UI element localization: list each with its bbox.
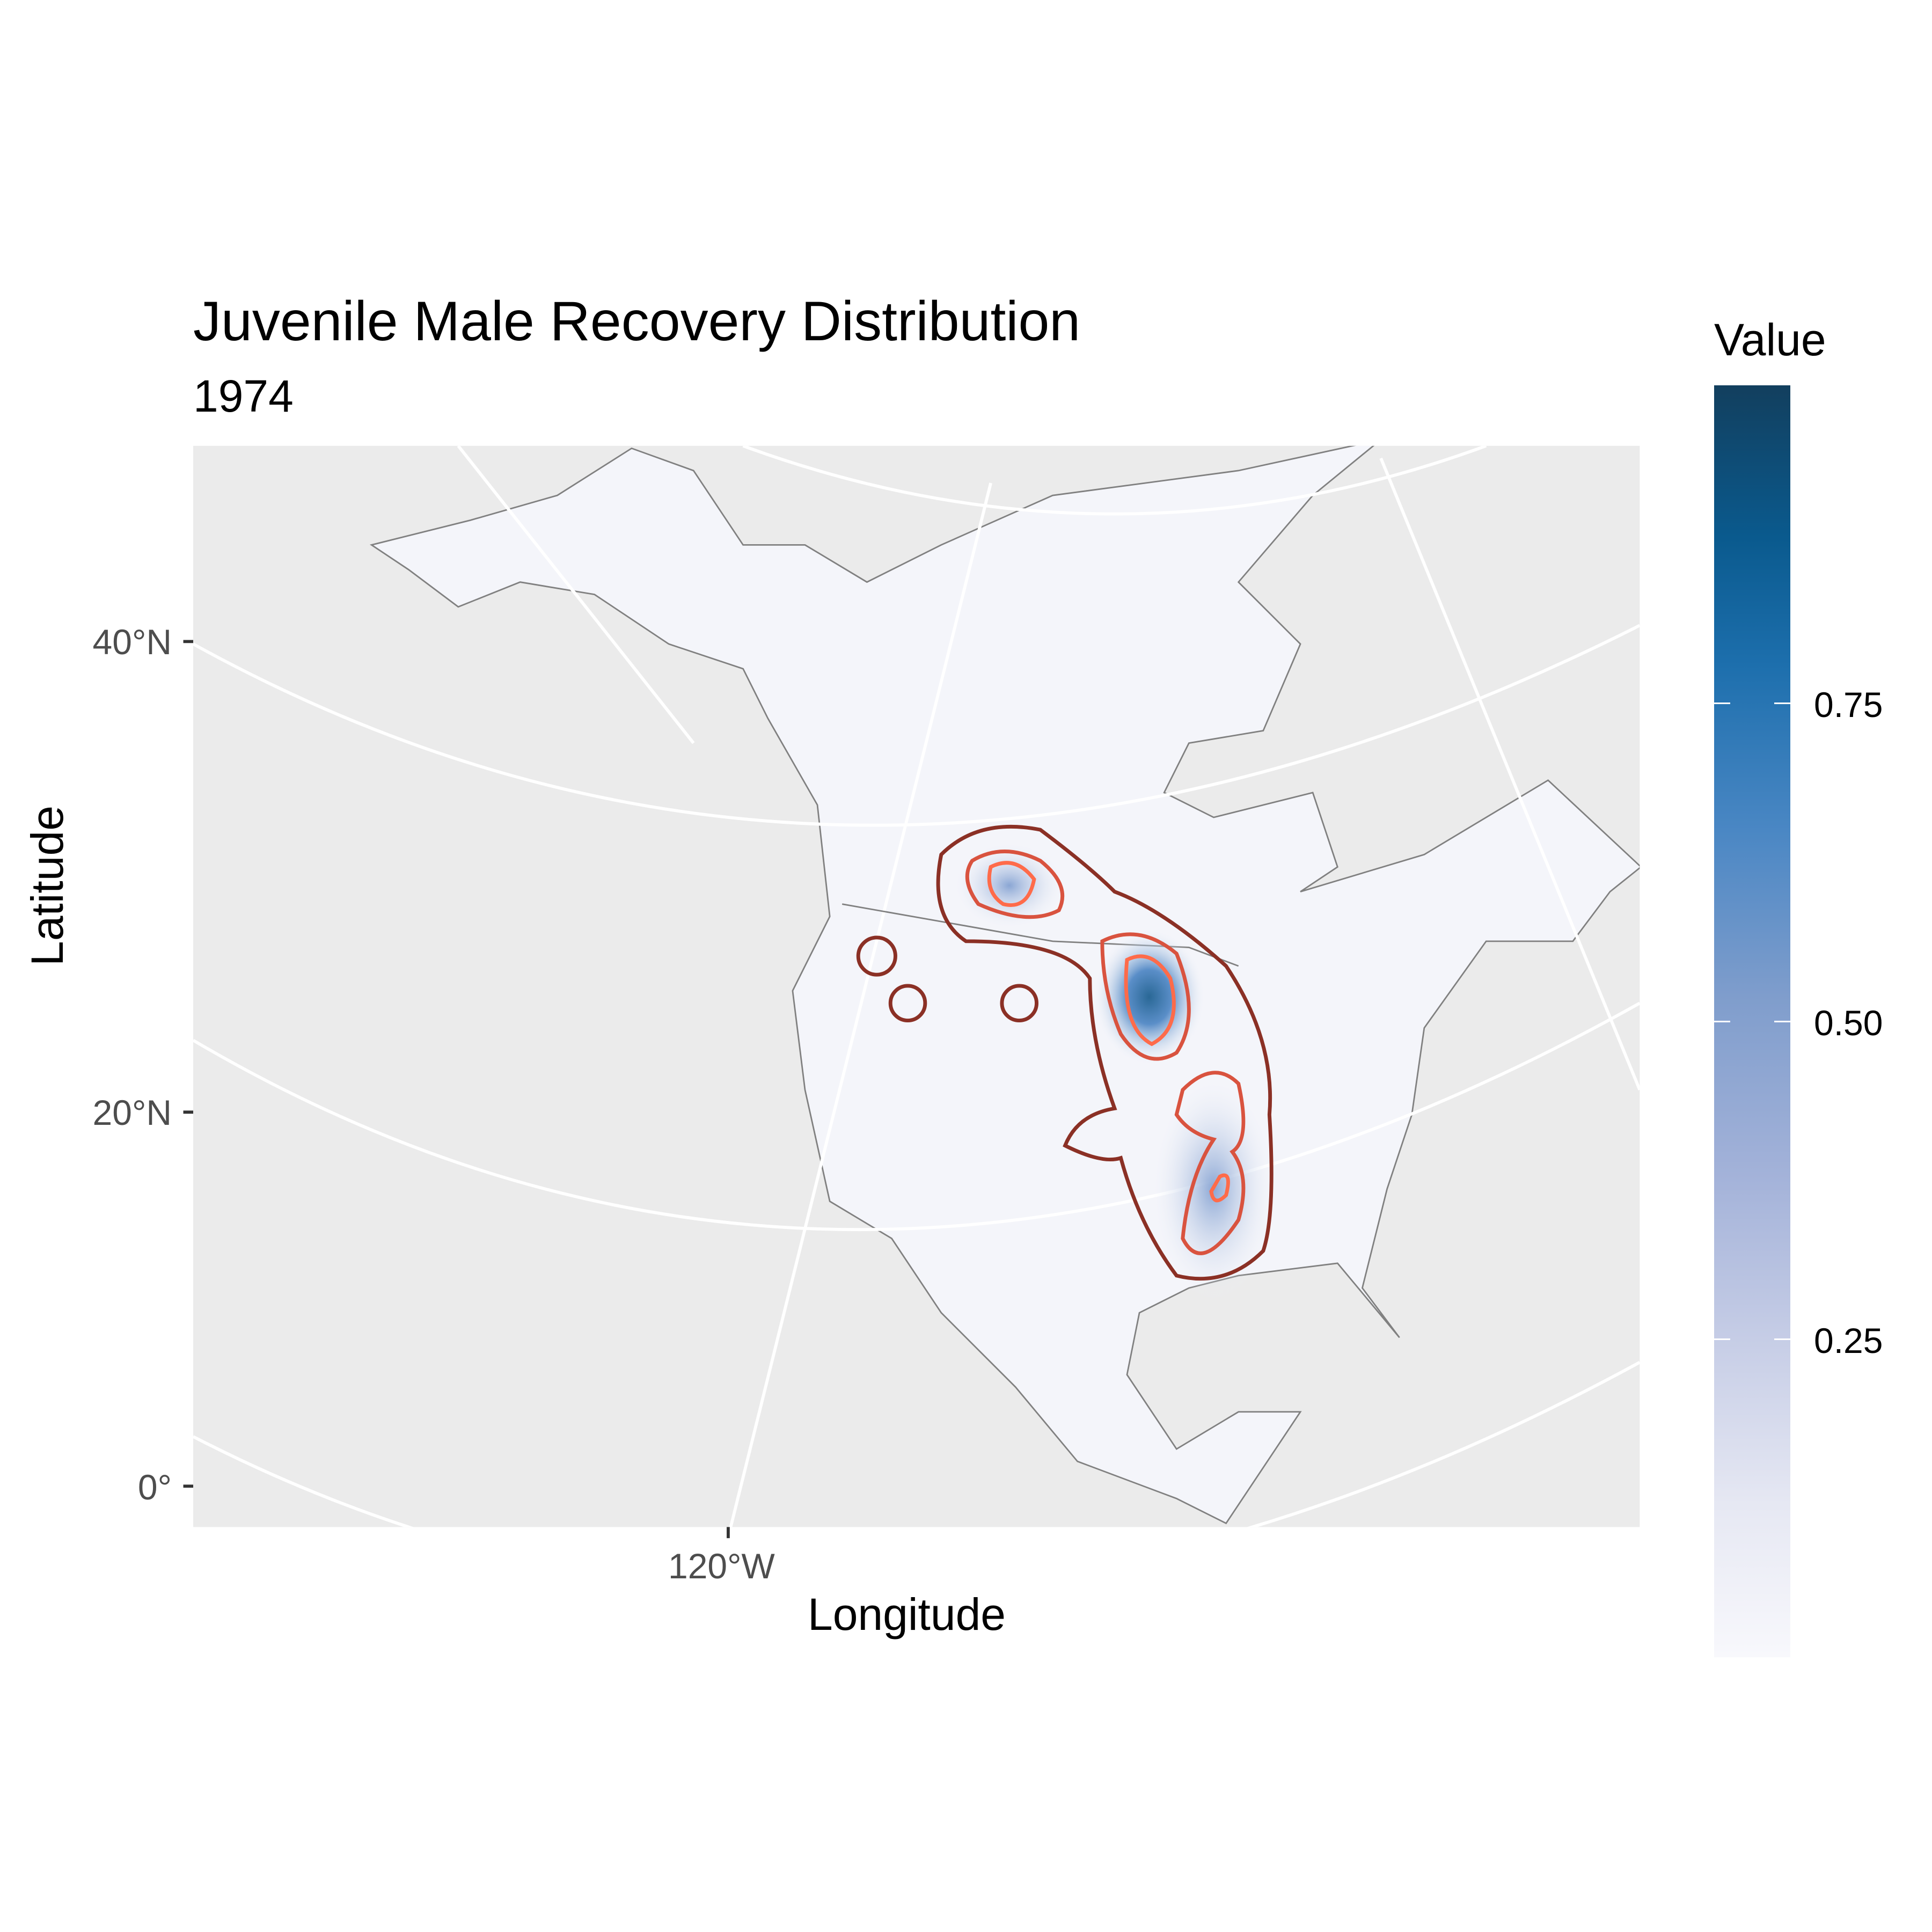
north-america-land bbox=[369, 445, 1640, 1525]
y-tick-40n: 40°N bbox=[92, 622, 172, 662]
legend-label-025: 0.25 bbox=[1814, 1321, 1883, 1360]
legend-tick bbox=[1774, 1338, 1790, 1340]
legend-tick bbox=[1714, 1338, 1730, 1340]
plot-subtitle: 1974 bbox=[193, 371, 294, 421]
legend-title: Value bbox=[1714, 314, 1826, 365]
contour-inner bbox=[987, 861, 1036, 907]
y-tick-0: 0° bbox=[137, 1467, 172, 1507]
contour-mid bbox=[965, 850, 1065, 919]
legend-label-075: 0.75 bbox=[1814, 685, 1883, 724]
legend-tick bbox=[1774, 1021, 1790, 1022]
plot-title: Juvenile Male Recovery Distribution bbox=[193, 290, 1081, 353]
x-tick-120w: 120°W bbox=[668, 1546, 775, 1586]
legend-tick bbox=[1774, 702, 1790, 704]
legend-tick bbox=[1714, 1021, 1730, 1022]
y-axis-label: Latitude bbox=[22, 806, 72, 966]
x-axis-label: Longitude bbox=[808, 1589, 1006, 1640]
y-tick-20n: 20°N bbox=[92, 1093, 172, 1132]
legend-label-050: 0.50 bbox=[1814, 1003, 1883, 1043]
contour-outer bbox=[936, 824, 1274, 1281]
legend-tick bbox=[1714, 702, 1730, 704]
